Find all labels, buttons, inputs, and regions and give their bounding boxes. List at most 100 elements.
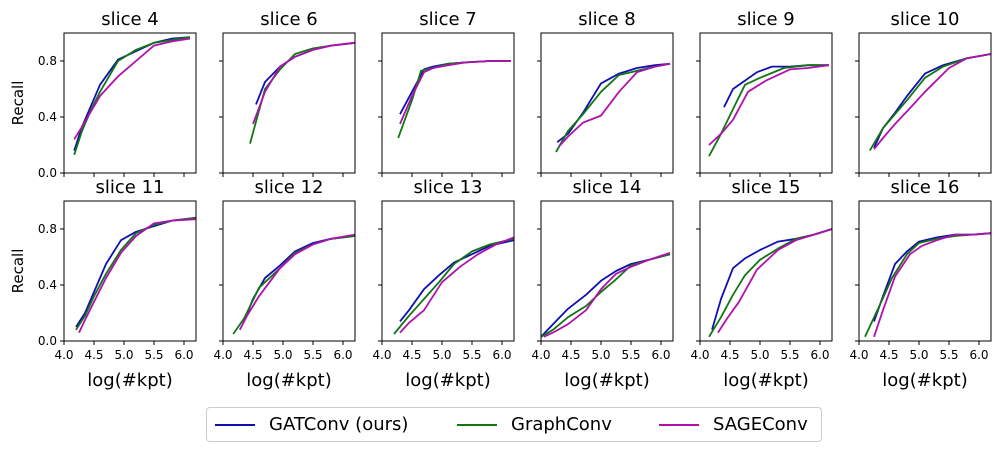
legend-label-gatconv: GATConv (ours)	[269, 414, 409, 435]
series-line-graphconv	[232, 235, 355, 335]
panel-title: slice 7	[419, 9, 477, 30]
series-line-gatconv-ours	[556, 62, 671, 143]
series-line-sageconv	[73, 37, 191, 140]
x-axis-label: log(#kpt)	[723, 370, 808, 391]
y-tick-label: 0.8	[38, 54, 57, 68]
x-tick-label: 4.5	[561, 348, 580, 362]
series-line-gatconv-ours	[873, 53, 991, 149]
panel-title: slice 4	[101, 9, 159, 30]
legend-swatch-graphconv	[457, 423, 497, 426]
x-tick-label: 5.0	[273, 348, 292, 362]
x-tick-label: 4.0	[531, 348, 550, 362]
axes-frame	[699, 32, 833, 174]
series-line-sageconv	[717, 228, 832, 334]
y-tick-label: 0.0	[38, 334, 57, 348]
axes-frame	[381, 200, 515, 342]
x-tick-label: 6.0	[333, 348, 352, 362]
panel-title: slice 11	[96, 177, 165, 198]
panel-title: slice 16	[891, 177, 960, 198]
axes-frame	[540, 200, 674, 342]
series-line-sageconv	[558, 62, 671, 148]
axes-frame	[63, 200, 197, 342]
y-tick-label: 0.8	[38, 222, 57, 236]
legend-label-graphconv: GraphConv	[511, 414, 612, 435]
series-line-graphconv	[869, 53, 991, 152]
series-line-graphconv	[75, 216, 196, 331]
x-tick-label: 4.5	[243, 348, 262, 362]
series-line-sageconv	[252, 41, 355, 125]
legend-item-sageconv: SAGEConv	[659, 408, 808, 441]
series-line-gatconv-ours	[399, 239, 514, 322]
x-tick-label: 4.0	[213, 348, 232, 362]
legend-swatch-sageconv	[659, 423, 699, 426]
panel-title: slice 10	[891, 9, 960, 30]
series-line-gatconv-ours	[243, 235, 355, 322]
x-tick-label: 4.5	[879, 348, 898, 362]
panel-title: slice 13	[414, 177, 483, 198]
x-tick-label: 5.0	[909, 348, 928, 362]
panel-title: slice 6	[260, 9, 318, 30]
x-tick-label: 6.0	[969, 348, 988, 362]
x-tick-label: 4.5	[720, 348, 739, 362]
x-tick-label: 4.5	[84, 348, 103, 362]
legend-item-gatconv: GATConv (ours)	[215, 408, 408, 441]
x-tick-label: 5.5	[144, 348, 163, 362]
axes-frame	[858, 200, 992, 342]
x-tick-label: 6.0	[810, 348, 829, 362]
series-line-graphconv	[708, 64, 829, 157]
panel-title: slice 8	[578, 9, 636, 30]
x-tick-label: 6.0	[174, 348, 193, 362]
x-tick-label: 5.5	[939, 348, 958, 362]
axes-frame	[63, 32, 197, 174]
x-tick-label: 6.0	[651, 348, 670, 362]
series-line-sageconv	[399, 236, 514, 334]
series-line-sageconv	[708, 64, 830, 146]
legend-label-sageconv: SAGEConv	[713, 414, 808, 435]
series-line-gatconv-ours	[73, 36, 191, 151]
axes-frame	[222, 32, 356, 174]
x-axis-label: log(#kpt)	[87, 370, 172, 391]
legend: GATConv (ours) GraphConv SAGEConv	[206, 407, 822, 442]
x-tick-label: 4.0	[372, 348, 391, 362]
x-tick-label: 5.0	[114, 348, 133, 362]
legend-item-graphconv: GraphConv	[457, 408, 612, 441]
x-axis-label: log(#kpt)	[246, 370, 331, 391]
x-tick-label: 5.0	[591, 348, 610, 362]
series-line-graphconv	[864, 232, 991, 338]
series-line-sageconv	[873, 53, 991, 150]
legend-swatch-gatconv	[215, 423, 255, 426]
x-tick-label: 4.0	[54, 348, 73, 362]
axes-frame	[222, 200, 356, 342]
x-tick-label: 5.0	[432, 348, 451, 362]
axes-frame	[540, 32, 674, 174]
x-tick-label: 6.0	[492, 348, 511, 362]
x-axis-label: log(#kpt)	[564, 370, 649, 391]
series-line-sageconv	[873, 232, 991, 338]
x-tick-label: 5.5	[780, 348, 799, 362]
axes-frame	[858, 32, 992, 174]
x-tick-label: 4.5	[402, 348, 421, 362]
panel-title: slice 9	[737, 9, 795, 30]
series-line-graphconv	[541, 253, 671, 338]
y-tick-label: 0.4	[38, 110, 57, 124]
series-line-sageconv	[543, 251, 671, 338]
x-tick-label: 4.0	[690, 348, 709, 362]
y-axis-label: Recall	[9, 249, 27, 294]
series-line-sageconv	[399, 60, 511, 125]
x-tick-label: 4.0	[849, 348, 868, 362]
axes-frame	[699, 200, 833, 342]
y-tick-label: 0.4	[38, 278, 57, 292]
axes-frame	[381, 32, 515, 174]
x-tick-label: 5.5	[303, 348, 322, 362]
x-axis-label: log(#kpt)	[405, 370, 490, 391]
y-tick-label: 0.0	[38, 166, 57, 180]
x-tick-label: 5.5	[462, 348, 481, 362]
panel-title: slice 15	[732, 177, 801, 198]
x-axis-label: log(#kpt)	[882, 370, 967, 391]
series-line-graphconv	[249, 41, 355, 144]
series-line-graphconv	[393, 237, 514, 335]
series-line-sageconv	[238, 233, 355, 331]
panel-title: slice 14	[573, 177, 642, 198]
series-line-graphconv	[73, 36, 191, 156]
